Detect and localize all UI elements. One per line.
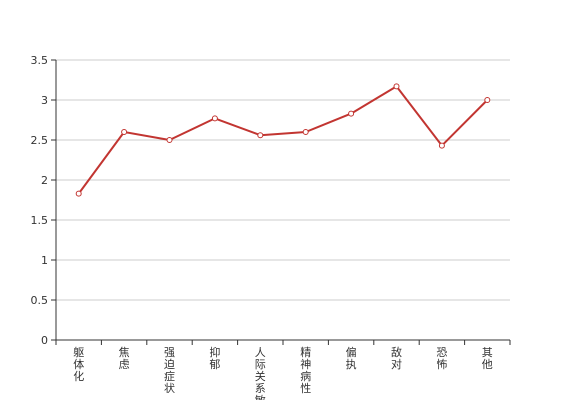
x-tick-label: 恐怖	[436, 346, 447, 371]
axes	[51, 59, 511, 345]
x-tick-labels: 躯体化 焦虑 强迫症状 抑郁 人际关系敏感 精神病性 偏执 敌对 恐怖 其他	[73, 345, 493, 400]
y-tick-label: 3.5	[31, 54, 49, 67]
y-tick-label: 2.5	[31, 134, 49, 147]
x-tick-label: 抑郁	[209, 345, 220, 371]
y-tick-label: 1	[41, 254, 48, 267]
x-tick-label: 躯体化	[73, 346, 84, 383]
grid-lines	[56, 59, 510, 301]
data-point[interactable]	[121, 129, 128, 135]
data-point[interactable]	[166, 137, 173, 143]
y-tick-label: 3	[41, 94, 48, 107]
series-line-0	[77, 85, 489, 195]
x-tick-label: 强迫症状	[164, 346, 175, 395]
y-tick-label: 0.5	[31, 294, 49, 307]
x-tick-label: 其他	[482, 346, 493, 371]
x-tick-label: 焦虑	[119, 346, 130, 371]
y-tick-label: 2	[41, 174, 48, 187]
data-point[interactable]	[75, 190, 82, 197]
data-point[interactable]	[393, 83, 400, 90]
x-tick-label: 敌对	[391, 345, 402, 371]
x-tick-label: 精神病性	[300, 346, 311, 395]
data-point[interactable]	[348, 110, 355, 117]
data-point[interactable]	[302, 129, 309, 135]
data-point[interactable]	[211, 115, 218, 122]
x-tick-label: 偏执	[346, 345, 357, 371]
y-tick-labels: 0 0.5 1 1.5 2 2.5 3 3.5	[31, 54, 49, 347]
series-layer	[75, 83, 491, 197]
y-tick-label: 0	[41, 334, 48, 347]
y-tick-label: 1.5	[31, 214, 49, 227]
data-point[interactable]	[484, 97, 491, 103]
x-tick-label: 人际关系敏感	[255, 346, 266, 400]
data-point[interactable]	[438, 142, 445, 149]
data-point[interactable]	[257, 132, 264, 139]
